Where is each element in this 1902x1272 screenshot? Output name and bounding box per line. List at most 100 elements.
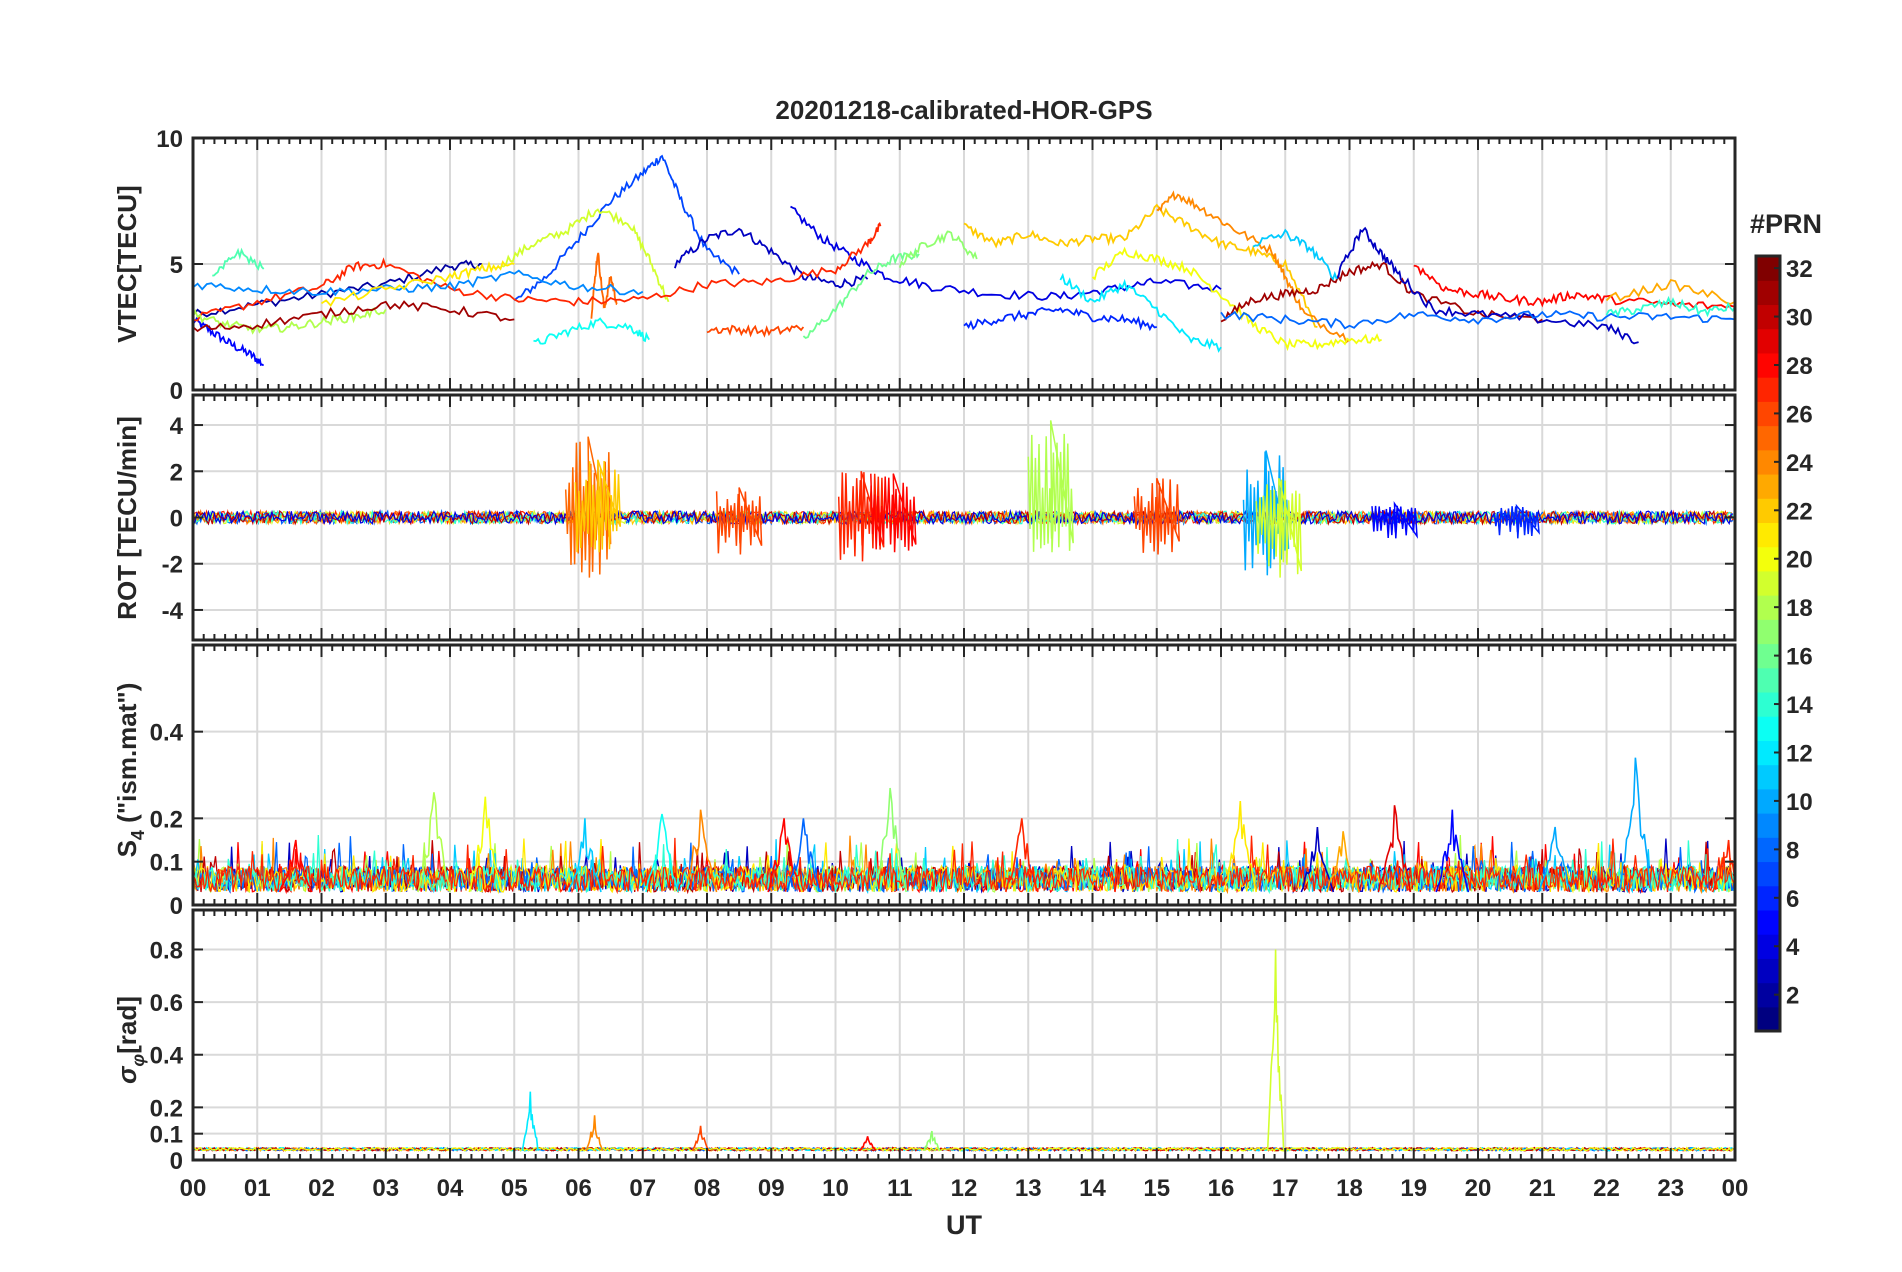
colorbar-tick-label: 26 [1786,401,1813,428]
y-axis-label-rot: ROT [TECU/min] [112,416,142,620]
rot-spike [574,459,622,553]
y-tick-label: 0.4 [150,720,184,747]
vtec-series-line [898,230,978,268]
x-tick-label: 20 [1465,1175,1492,1202]
y-axis-label-s4-base: S [112,840,142,857]
s4-peak [786,818,821,893]
colorbar-tick-label: 28 [1786,353,1813,380]
x-tick-label: 07 [629,1175,656,1202]
vtec-series-line [1413,264,1735,310]
x-tick-label: 23 [1657,1175,1684,1202]
vtec-series-line [212,247,265,277]
vtec-series-line [533,317,650,345]
vtec-series-line [193,269,644,297]
s4-peak [683,809,718,893]
y-tick-label: 0.1 [150,1122,183,1149]
colorbar-segment [1756,280,1780,306]
x-tick-label: 14 [1079,1175,1106,1202]
y-tick-label: 2 [170,459,183,486]
colorbar-tick-label: 4 [1786,934,1800,961]
s4-peak [1618,757,1653,893]
vtec-series-line [674,227,869,289]
y-axis-label-sigma-sub: φ [128,1054,148,1067]
sigma-peak [923,1130,941,1152]
vtec-series-line [193,221,882,322]
colorbar-segment [1756,522,1780,548]
s4-peak [645,813,679,893]
colorbar-tick-label: 32 [1786,256,1813,283]
x-tick-label: 19 [1400,1175,1427,1202]
colorbar-tick-label: 10 [1786,789,1813,816]
colorbar-segment [1756,328,1780,354]
y-axis-label-vtec: VTEC[TECU] [112,185,142,342]
colorbar-segment [1756,667,1780,693]
colorbar-tick-label: 2 [1786,983,1799,1010]
rot-spike [1133,477,1180,555]
y-tick-label: 0 [170,1148,183,1175]
colorbar-tick-label: 16 [1786,644,1813,671]
vtec-series-line [513,154,740,302]
panel-s4: 0 0.1 0.2 0.4 [150,643,1737,920]
rot-spike [1493,503,1540,539]
sigma-peak [858,1136,877,1152]
colorbar-tick-label: 8 [1786,837,1799,864]
vtec-series-line [1220,260,1543,324]
vtec-series-line [1059,272,1222,353]
rot-spike [564,436,612,578]
s4-peak [568,818,602,893]
x-tick-label: 13 [1015,1175,1042,1202]
s4-series-line [193,835,1735,895]
colorbar-segment [1756,570,1780,596]
x-tick-label: 00 [1722,1175,1749,1202]
vtec-series-line [802,247,920,340]
x-tick-label: 09 [758,1175,785,1202]
x-tick-label: 10 [822,1175,849,1202]
x-tick-label: 12 [951,1175,978,1202]
colorbar-tick-label: 12 [1786,740,1813,767]
y-tick-label: 0.1 [150,850,183,877]
colorbar-tick-label: 18 [1786,595,1813,622]
sigma-peak [1266,949,1285,1151]
colorbar-segment [1756,377,1780,402]
sigma-peak [585,1115,604,1152]
y-tick-label: 0.8 [150,937,183,964]
s4-peak [1711,839,1735,893]
rot-spike [1371,501,1418,539]
y-axis-label-sigma-rest: [rad] [112,996,142,1054]
x-tick-label: 17 [1272,1175,1299,1202]
colorbar-segment [1756,619,1780,645]
y-tick-label: 10 [156,126,183,153]
s4-peak [1538,826,1572,893]
panel-vtec: 0 5 10 [156,126,1737,405]
sigma-peak [691,1125,710,1152]
y-tick-label: -4 [162,598,184,625]
x-tick-label: 08 [694,1175,721,1202]
x-tick-label: 22 [1593,1175,1620,1202]
vtec-series-line [193,307,387,335]
chart-title: 20201218-calibrated-HOR-GPS [775,95,1152,125]
sigma-peak [521,1091,540,1151]
x-tick-label: 18 [1336,1175,1363,1202]
s4-peak [873,787,907,893]
rot-spike [1027,420,1074,553]
colorbar-title: #PRN [1750,209,1822,239]
vtec-series-line [963,203,1318,328]
y-tick-label: 0.4 [150,1043,184,1070]
panel-sigma-phi: 00.10.2 0.4 0.6 0.8 [150,908,1737,1175]
x-tick-label: 11 [887,1175,912,1202]
s4-peak [278,839,313,893]
colorbar-segment [1756,909,1780,935]
rot-series-line [193,509,1734,526]
colorbar-tick-label: 6 [1786,886,1799,913]
rot-series-line [193,508,1734,527]
vtec-series-line [193,300,515,333]
s4-peak [1435,809,1470,893]
x-tick-label: 01 [244,1175,271,1202]
y-tick-label: 4 [170,413,184,440]
x-tick-label: 21 [1529,1175,1556,1202]
vtec-series-line [790,205,1222,301]
y-tick-label: 0 [170,893,183,920]
vtec-series-line [1336,226,1639,345]
vtec-series-line [1605,278,1735,305]
